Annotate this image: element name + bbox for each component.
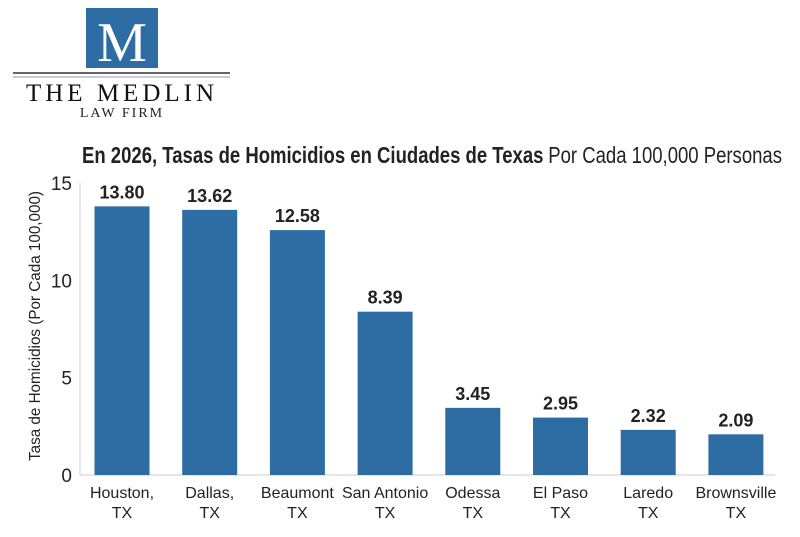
bar: [357, 311, 413, 475]
bar: [182, 209, 238, 475]
chart-title-bold: En 2026, Tasas de Homicidios en Ciudades…: [82, 142, 543, 168]
x-tick-label: Beaumont: [261, 485, 334, 502]
x-tick-labels: Houston, TX Dallas, TX Beaumont TX San Antonio…: [90, 485, 776, 522]
y-tick-label: 0: [61, 466, 72, 487]
data-label: 13.80: [99, 182, 144, 202]
data-label: 13.62: [187, 186, 232, 206]
x-tick-label: TX: [638, 505, 659, 522]
bar: [269, 230, 325, 475]
bar: [708, 434, 764, 475]
y-tick-label: 5: [61, 369, 72, 390]
chart-title: En 2026, Tasas de Homicidios en Ciudades…: [82, 142, 782, 168]
x-tick-label: San Antonio: [342, 485, 428, 502]
x-tick-label: TX: [112, 505, 133, 522]
x-tick-label: TX: [199, 505, 220, 522]
x-tick-label: Odessa: [445, 485, 500, 502]
x-tick-label: El Paso: [533, 485, 588, 502]
y-axis-label: Tasa de Homicidios (Por Cada 100,000): [27, 191, 44, 461]
y-tick-label: 10: [51, 271, 72, 292]
bar: [94, 206, 150, 476]
x-tick-label: Laredo: [623, 485, 673, 502]
bar: [620, 429, 676, 475]
x-tick-label: TX: [550, 505, 571, 522]
data-label: 3.45: [455, 384, 490, 404]
x-tick-label: TX: [375, 505, 396, 522]
x-tick-label: Houston,: [90, 485, 154, 502]
x-tick-label: TX: [287, 505, 308, 522]
data-label: 2.09: [718, 410, 753, 430]
x-tick-label: TX: [463, 505, 484, 522]
y-tick-label: 15: [51, 174, 72, 195]
logo-subtitle: LAW FIRM: [80, 106, 164, 121]
x-tick-label: TX: [726, 505, 747, 522]
bars: 13.80 13.62 12.58 8.39 3.45 2.95 2.32 2.09: [94, 182, 764, 476]
logo-box: [86, 8, 158, 68]
data-label: 2.32: [631, 406, 666, 426]
data-label: 12.58: [275, 206, 320, 226]
bar: [445, 407, 501, 475]
chart-title-regular: Por Cada 100,000 Personas: [548, 142, 782, 168]
x-tick-label: Brownsville: [695, 485, 776, 502]
logo-name: THE MEDLIN: [26, 80, 218, 107]
y-ticks: 0 5 10 15: [51, 174, 72, 487]
logo-monogram: M: [97, 12, 147, 74]
data-label: 8.39: [368, 288, 403, 308]
bar: [533, 417, 588, 475]
data-label: 2.95: [543, 394, 578, 414]
x-tick-label: Dallas,: [185, 485, 234, 502]
medlin-logo: M THE MEDLIN LAW FIRM: [13, 8, 230, 121]
